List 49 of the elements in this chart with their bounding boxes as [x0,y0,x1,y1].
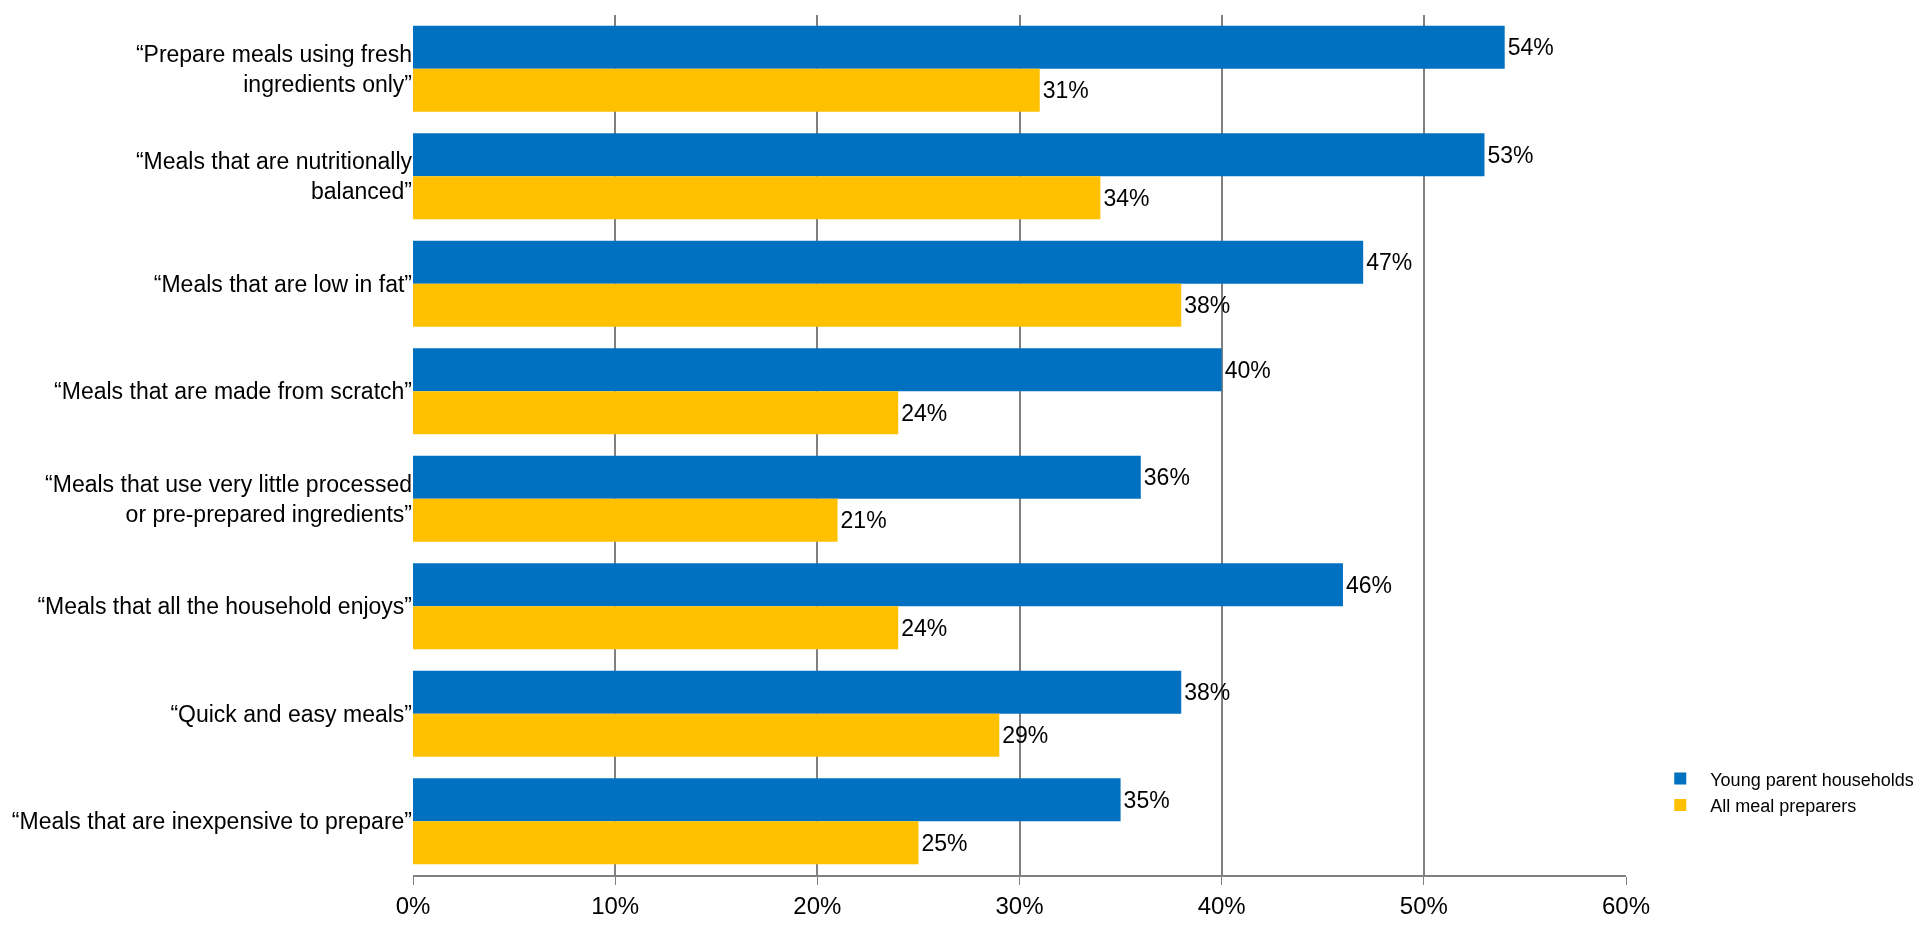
data-label: 38% [1184,679,1231,706]
x-tick-label: 10% [591,891,640,919]
x-tick-label: 60% [1601,891,1651,919]
bar [413,563,1343,607]
bar [413,133,1485,177]
x-tick-label: 20% [793,891,842,919]
y-tick-label: “Meals that are inexpensive to prepare” [11,808,412,835]
legend-label: All meal preparers [1710,796,1857,817]
data-label: 24% [901,399,948,426]
bar [413,240,1364,284]
data-label: 34% [1103,184,1150,211]
bar [413,176,1101,220]
data-label: 38% [1184,292,1231,319]
data-label: 31% [1042,77,1089,104]
x-tick-label: 50% [1399,891,1448,919]
data-label: 25% [921,829,968,856]
y-tick-label: “Quick and easy meals” [170,700,412,727]
x-tick-label: 30% [995,891,1044,919]
y-tick-label: “Meals that use very little processed or pre-prepared ingredients” [45,470,412,527]
bar [413,778,1121,822]
bar [413,498,838,542]
bar [413,670,1182,714]
bar [413,821,919,865]
data-label: 47% [1366,249,1413,276]
data-label: 54% [1507,34,1554,61]
data-label: 40% [1224,356,1271,383]
data-label: 36% [1143,464,1190,491]
y-tick-label: “Meals that are made from scratch” [54,378,412,405]
bar [413,283,1182,327]
bar [413,68,1040,112]
data-label: 35% [1123,786,1170,813]
data-label: 24% [901,614,948,641]
x-tick-label: 0% [395,891,431,919]
legend-label: Young parent households [1710,769,1914,790]
bar [413,391,899,435]
bar [413,713,1000,757]
y-tick-label: “Meals that are low in fat” [153,270,412,297]
bar [413,606,899,650]
data-label: 29% [1002,722,1049,749]
y-tick-label: “Meals that all the household enjoys” [37,593,412,620]
bar [413,25,1505,69]
bar [413,348,1222,392]
data-label: 53% [1487,141,1534,168]
data-label: 21% [840,507,887,534]
y-tick-label: “Prepare meals using fresh ingredients only” [135,40,412,97]
data-label: 46% [1345,571,1393,598]
bar [413,455,1141,499]
y-tick-label: “Meals that are nutritionally balanced” [135,148,413,205]
x-tick-label: 40% [1197,891,1246,919]
